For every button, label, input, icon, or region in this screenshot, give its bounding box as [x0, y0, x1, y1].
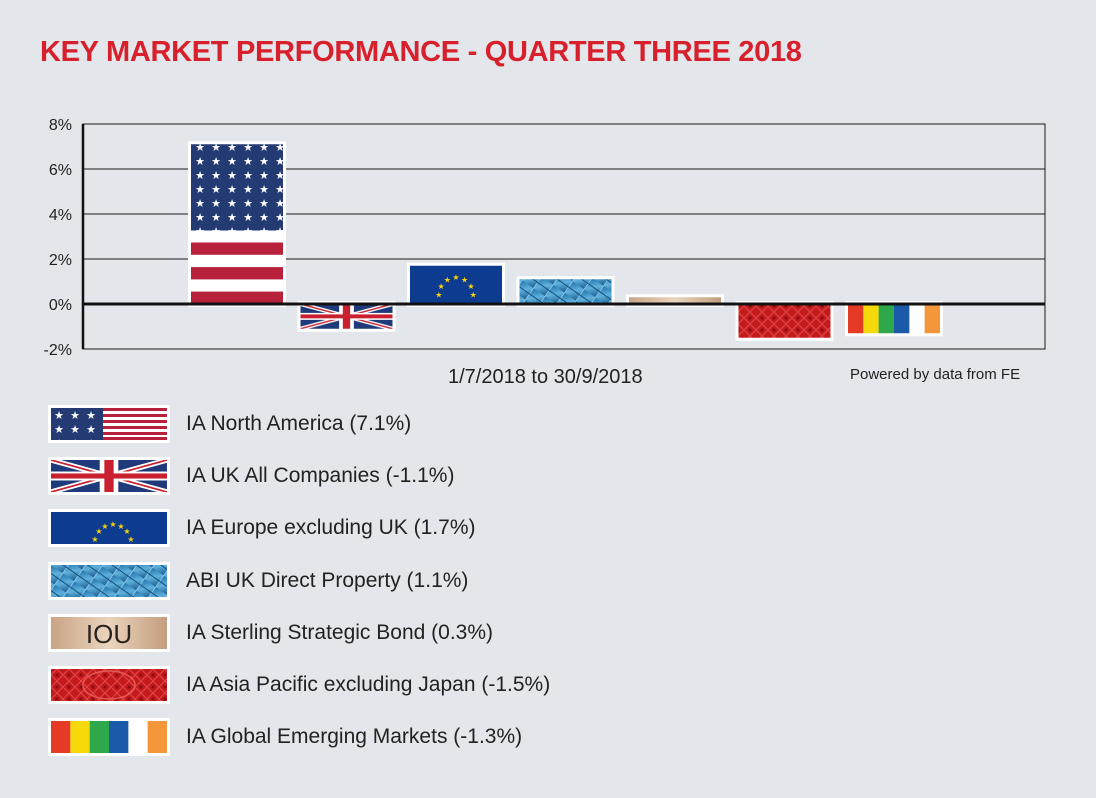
svg-text:★: ★: [109, 520, 116, 529]
bar-us-flag-icon: [188, 141, 286, 307]
legend-label: IA North America (7.1%): [186, 412, 412, 436]
legend-item: ★ ★ ★ ★ ★ ★ ★ IA Europe excluding UK (1.7%): [48, 502, 550, 554]
eu-flag-icon: ★ ★ ★ ★ ★ ★ ★: [48, 509, 170, 548]
bar-glass-building-icon: [516, 276, 615, 307]
y-tick-label: 6%: [49, 162, 72, 179]
legend-label: IA Asia Pacific excluding Japan (-1.5%): [186, 673, 551, 697]
legend-label: ABI UK Direct Property (1.1%): [186, 568, 469, 592]
legend-item: IA North America (7.1%): [48, 398, 550, 450]
legend-item: ABI UK Direct Property (1.1%): [48, 555, 550, 607]
chart-title: KEY MARKET PERFORMANCE - QUARTER THREE 2…: [40, 36, 802, 68]
svg-text:★: ★: [127, 535, 134, 544]
y-tick-label: 2%: [49, 252, 72, 269]
svg-text:★: ★: [470, 290, 477, 299]
bar-uk-flag-icon: [297, 301, 396, 332]
data-source-note: Powered by data from FE: [850, 366, 1021, 383]
legend-item: IOU IA Sterling Strategic Bond (0.3%): [48, 607, 550, 659]
svg-text:★: ★: [435, 290, 442, 299]
legend-item: IA UK All Companies (-1.1%): [48, 450, 550, 502]
y-tick-label: 8%: [49, 117, 72, 134]
svg-text:★: ★: [467, 282, 474, 291]
svg-text:★: ★: [91, 535, 98, 544]
legend-item: IA Asia Pacific excluding Japan (-1.5%): [48, 659, 550, 711]
chart-legend: IA North America (7.1%) IA UK All Compan…: [48, 398, 550, 763]
bar-eu-flag-icon: ★★★★ ★ ★★: [407, 262, 505, 307]
uk-flag-icon: [48, 457, 170, 496]
iou-swatch-text: IOU: [86, 619, 132, 649]
asian-pattern-icon: [48, 666, 170, 705]
y-tick-label: -2%: [44, 342, 72, 359]
y-tick-label: 0%: [49, 297, 72, 314]
color-stripes-icon: [48, 718, 170, 757]
chart-bars: ★★★★ ★ ★★: [188, 141, 943, 341]
legend-label: IA UK All Companies (-1.1%): [186, 464, 455, 488]
y-axis-tick-labels: 8% 6% 4% 2% 0% -2%: [44, 117, 72, 359]
legend-label: IA Global Emerging Markets (-1.3%): [186, 725, 523, 749]
svg-text:★: ★: [101, 522, 108, 531]
svg-text:★: ★: [461, 276, 468, 285]
legend-label: IA Sterling Strategic Bond (0.3%): [186, 620, 493, 644]
glass-building-icon: [48, 561, 170, 600]
y-tick-label: 4%: [49, 207, 72, 224]
svg-text:★: ★: [452, 273, 459, 282]
svg-text:★: ★: [123, 527, 130, 536]
legend-item: IA Global Emerging Markets (-1.3%): [48, 711, 550, 763]
bar-chart: ★: [44, 117, 1046, 359]
legend-label: IA Europe excluding UK (1.7%): [186, 516, 476, 540]
bar-color-stripes-icon: [845, 301, 943, 337]
svg-text:★: ★: [95, 527, 102, 536]
iou-note-icon: IOU: [48, 613, 170, 652]
svg-text:★: ★: [117, 522, 124, 531]
x-axis-label: 1/7/2018 to 30/9/2018: [448, 366, 643, 388]
bar-asian-pattern-icon: [735, 301, 834, 341]
chart-frame: [81, 123, 1046, 350]
svg-text:★: ★: [438, 282, 445, 291]
svg-text:★: ★: [444, 276, 451, 285]
us-flag-icon: [48, 405, 170, 444]
